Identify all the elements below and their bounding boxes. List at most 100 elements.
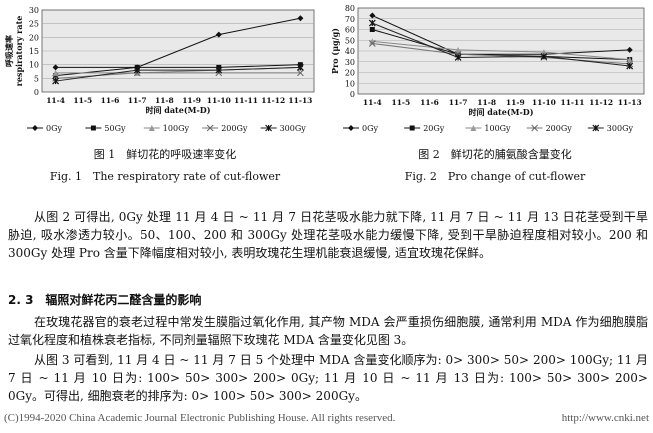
series-300Gy <box>52 63 304 85</box>
data-point <box>369 12 376 19</box>
x-tick-label: 11-7 <box>128 96 147 105</box>
x-tick-label: 11-13 <box>288 96 312 105</box>
legend-label: 300Gy <box>280 124 307 133</box>
data-point <box>540 52 548 60</box>
y-tick-label: 30 <box>29 6 39 15</box>
x-tick-label: 11-5 <box>392 98 411 107</box>
x-tick-label: 11-8 <box>155 96 174 105</box>
y-tick-label: 80 <box>345 4 355 13</box>
x-tick-label: 11-10 <box>207 96 231 105</box>
chart-respiratory-rate: 0 5 10 15 20 25 30 11-4 11-5 11-6 11-7 11-8 11-9 11-1… <box>2 2 320 140</box>
series-line <box>372 29 630 61</box>
legend-label: 0Gy <box>46 124 62 133</box>
x-tick-label: 11-9 <box>182 96 201 105</box>
y-tick-label: 25 <box>29 20 39 29</box>
y-tick-label: 5 <box>34 74 39 83</box>
series-line <box>372 15 630 55</box>
legend-label: 50Gy <box>104 124 126 133</box>
x-tick-label: 11-12 <box>261 96 285 105</box>
data-point <box>369 38 376 45</box>
legend-marker <box>206 124 214 132</box>
legend-item: 100Gy <box>143 124 189 133</box>
x-tick-label: 11-8 <box>477 98 496 107</box>
y-tick-label: 50 <box>345 36 355 45</box>
legend-item: 50Gy <box>85 124 126 133</box>
data-point <box>52 69 59 76</box>
data-point <box>297 15 304 22</box>
copyright-footer: (C)1994-2020 China Academic Journal Elec… <box>4 412 649 424</box>
y-axis-label: 呼吸速率 <box>4 35 14 67</box>
y-tick-label: 60 <box>345 26 355 35</box>
x-axis-label: 时间 date(M-D) <box>468 107 533 117</box>
legend-marker <box>90 125 96 131</box>
figure-1-caption-en: Fig. 1 The respiratory rate of cut-flowe… <box>49 170 281 183</box>
paragraph-pro-analysis: 从图 2 可得出, 0Gy 处理 11 月 4 日 ~ 11 月 7 日花茎吸水… <box>8 210 648 260</box>
series-line <box>372 22 630 67</box>
data-point <box>626 46 633 53</box>
data-point <box>540 49 547 56</box>
x-tick-label: 11-10 <box>532 98 556 107</box>
legend-marker <box>531 124 538 132</box>
series-line <box>372 40 630 61</box>
x-tick-label: 11-6 <box>101 96 120 105</box>
data-point <box>368 40 376 47</box>
y-tick-label: 40 <box>345 47 355 56</box>
legend-label: 0Gy <box>362 124 378 133</box>
data-point <box>454 54 462 61</box>
x-tick-label: 11-13 <box>618 98 642 107</box>
chart-proline-content: 0 10 20 30 40 50 60 70 80 11-4 11-5 11-6 11-7 11-8 11-… <box>328 2 650 140</box>
data-point <box>52 64 59 71</box>
legend-marker <box>592 124 600 132</box>
legend-item: 20Gy <box>404 124 445 133</box>
legend-label: 200Gy <box>221 124 248 133</box>
legend-marker <box>148 125 155 131</box>
legend-label: 20Gy <box>423 124 445 133</box>
x-axis-label: 时间 date(M-D) <box>145 105 210 115</box>
y-tick-label: 15 <box>29 47 39 56</box>
data-point <box>626 56 633 63</box>
series-100Gy <box>369 38 633 63</box>
legend-marker <box>409 125 415 131</box>
legend-item: 300Gy <box>587 124 634 133</box>
x-tick-label: 11-7 <box>449 98 468 107</box>
legend-item: 100Gy <box>465 124 511 133</box>
data-point <box>368 19 376 27</box>
series-line <box>55 66 301 82</box>
data-point <box>296 63 304 71</box>
figure-2-caption-cn: 图 2 鲜切花的脯氨酸含量变化 <box>418 148 572 161</box>
x-tick-label: 11-5 <box>73 96 92 105</box>
legend-item: 200Gy <box>202 124 248 133</box>
y-axis-label: Pro (μg/g) <box>330 28 340 74</box>
legend-marker <box>32 125 38 131</box>
data-point <box>52 77 60 85</box>
x-tick-label: 11-11 <box>234 96 258 105</box>
y-tick-label: 20 <box>345 69 355 78</box>
y-tick-label: 0 <box>350 90 355 99</box>
data-point <box>369 27 375 32</box>
figure-1-caption-cn: 图 1 鲜切花的呼吸速率变化 <box>93 148 237 161</box>
legend-label: 100Gy <box>484 124 511 133</box>
paragraph-mda-intro: 在玫瑰花器官的衰老过程中常发生膜脂过氧化作用, 其产物 MDA 会严重损伤细胞膜… <box>8 315 648 347</box>
legend-item: 200Gy <box>526 124 572 133</box>
x-tick-label: 11-6 <box>420 98 439 107</box>
x-tick-label: 11-4 <box>46 96 65 105</box>
x-tick-label: 11-9 <box>506 98 525 107</box>
chart-respiratory-rate-svg: 0 5 10 15 20 25 30 11-4 11-5 11-6 11-7 11-8 11-9 11-1… <box>4 6 315 133</box>
data-point <box>215 66 223 74</box>
legend-label: 300Gy <box>607 124 634 133</box>
copyright-text: (C)1994-2020 China Academic Journal Elec… <box>4 412 396 424</box>
data-point <box>455 46 462 53</box>
legend-item: 0Gy <box>27 124 62 133</box>
y-tick-label: 70 <box>345 15 355 24</box>
figure-2-caption-en: Fig. 2 Pro change of cut-flower <box>404 170 586 183</box>
y-axis-label: respiratory rate <box>14 16 24 87</box>
legend-marker <box>265 124 273 132</box>
legend-marker <box>470 125 477 131</box>
cnki-url: http://www.cnki.net <box>561 412 649 424</box>
section-heading-mda: 2. 3 辐照对鲜花丙二醛含量的影响 <box>8 293 202 307</box>
y-tick-label: 0 <box>34 88 39 97</box>
x-tick-label: 11-11 <box>561 98 585 107</box>
y-tick-label: 10 <box>345 79 355 88</box>
legend-item: 0Gy <box>343 124 378 133</box>
